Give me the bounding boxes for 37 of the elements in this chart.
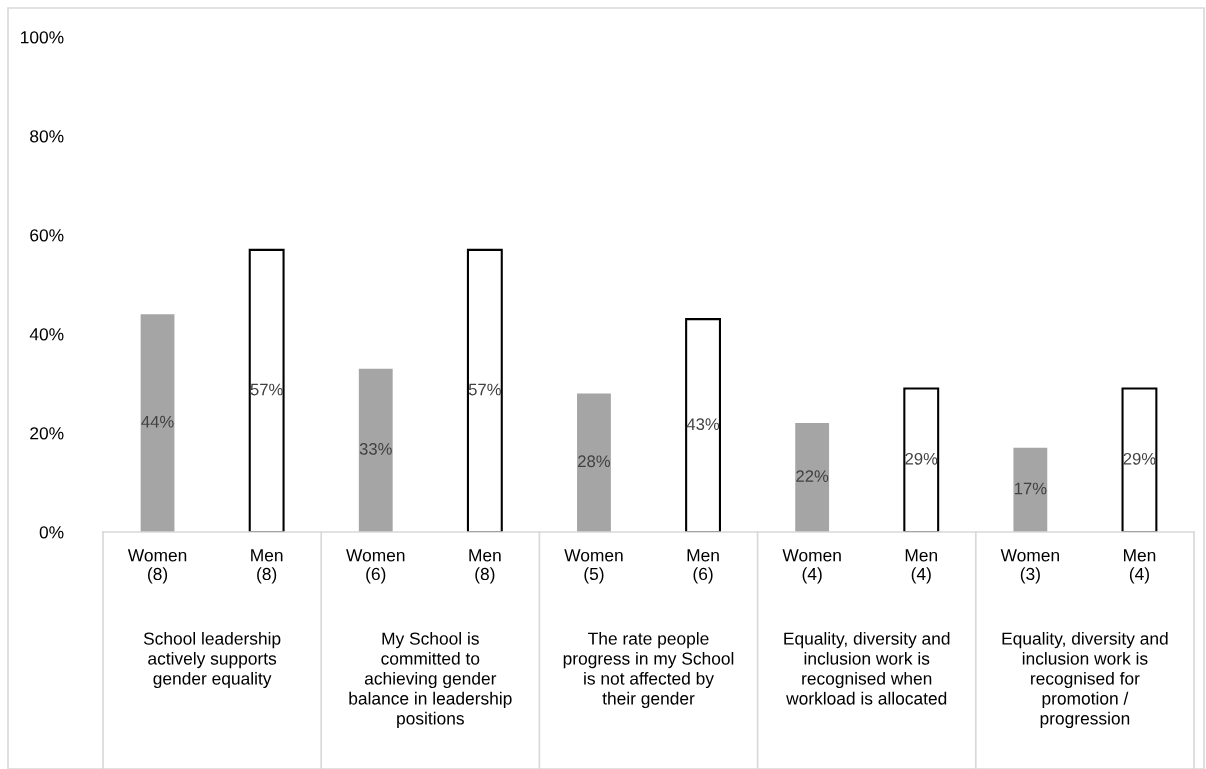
x-tick-label: Women (4): [782, 549, 841, 584]
data-label: 57%: [468, 383, 501, 396]
x-tick-label: Men (4): [1123, 549, 1156, 584]
text: My School is committed to achieving gender balance in leadership positions: [349, 632, 512, 729]
y-tick-label: 100%: [21, 31, 64, 44]
bar: [248, 248, 285, 532]
bar: [466, 248, 503, 532]
bar: [140, 314, 175, 532]
x-tick-label: Men (6): [687, 549, 719, 584]
x-tick-label: Women (8): [127, 549, 187, 584]
text: School leadership actively supports gender equality: [143, 632, 281, 689]
x-tick-label: Men (4): [905, 549, 938, 584]
x-tick-label: Men (8): [251, 549, 283, 584]
text: The rate people progress in my School is not affected by their gender: [563, 632, 734, 709]
bar: [1121, 387, 1158, 532]
data-label: 33%: [359, 443, 392, 455]
y-tick-label: 0%: [39, 526, 64, 539]
bar: [795, 423, 830, 532]
x-tick-label: Men (8): [469, 549, 501, 584]
bar: [903, 387, 940, 532]
bar: [577, 393, 611, 532]
data-label: 44%: [141, 415, 174, 428]
data-label: 22%: [796, 470, 829, 482]
y-tick-label: 60%: [30, 229, 64, 242]
bar: [1013, 447, 1048, 532]
bar: [358, 368, 393, 532]
y-tick-label: 40%: [29, 328, 64, 341]
y-tick-label: 80%: [30, 130, 64, 143]
text: Equality, diversity and inclusion work is recognised when workload is allocated: [784, 632, 950, 705]
x-tick-label: Women (6): [346, 549, 405, 584]
data-label: 17%: [1014, 482, 1047, 495]
y-tick-label: 20%: [30, 427, 64, 440]
x-tick-label: Women (3): [1000, 549, 1059, 584]
bar: [685, 318, 721, 532]
data-label: 28%: [578, 455, 611, 468]
x-tick-label: Women (5): [564, 549, 623, 584]
text: Equality, diversity and inclusion work is recognised for promotion / progression: [1002, 632, 1168, 729]
